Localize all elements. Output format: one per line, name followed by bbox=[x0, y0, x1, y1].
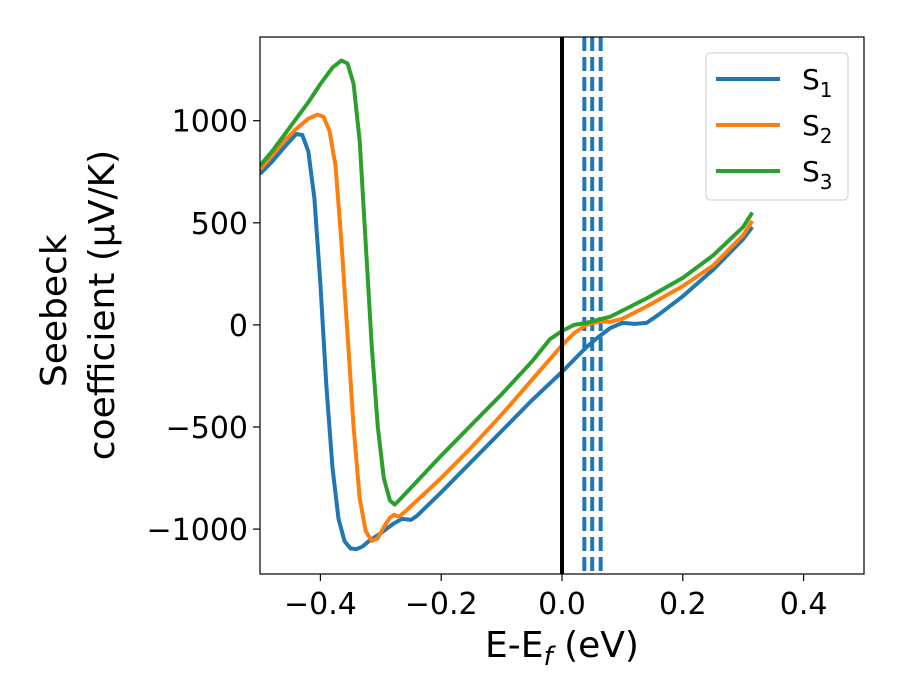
legend-label-s2: S2 bbox=[802, 109, 833, 148]
x-axis: −0.4 −0.2 0.0 0.2 0.4 bbox=[284, 574, 827, 622]
y-tick-label: 0 bbox=[229, 309, 248, 344]
y-tick-label: 1000 bbox=[172, 105, 248, 140]
series-line-s2 bbox=[260, 112, 754, 543]
y-axis-label-line1: Seebeck bbox=[34, 234, 75, 387]
y-tick-label: −1000 bbox=[147, 513, 248, 548]
x-tick-label: 0.2 bbox=[659, 587, 707, 622]
x-tick-label: 0.4 bbox=[780, 587, 828, 622]
reference-lines bbox=[582, 37, 603, 574]
x-tick-label: −0.4 bbox=[284, 587, 357, 622]
y-axis: −1000 −500 0 500 1000 bbox=[147, 105, 260, 548]
y-tick-label: −500 bbox=[166, 411, 248, 446]
x-axis-label: E-Ef (eV) bbox=[485, 625, 639, 672]
x-tick-label: 0.0 bbox=[538, 587, 586, 622]
y-axis-label: Seebeck coefficient (μV/K) bbox=[34, 150, 123, 460]
legend-label-s1: S1 bbox=[802, 63, 833, 102]
x-tick-label: −0.2 bbox=[405, 587, 478, 622]
series-lines bbox=[260, 37, 754, 574]
legend: S1 S2 S3 bbox=[705, 52, 849, 201]
series-line-s3 bbox=[260, 58, 754, 507]
y-tick-label: 500 bbox=[191, 207, 248, 242]
y-axis-label-line2: coefficient (μV/K) bbox=[82, 150, 123, 460]
legend-label-s3: S3 bbox=[802, 155, 833, 194]
series-line-s1 bbox=[260, 132, 754, 552]
